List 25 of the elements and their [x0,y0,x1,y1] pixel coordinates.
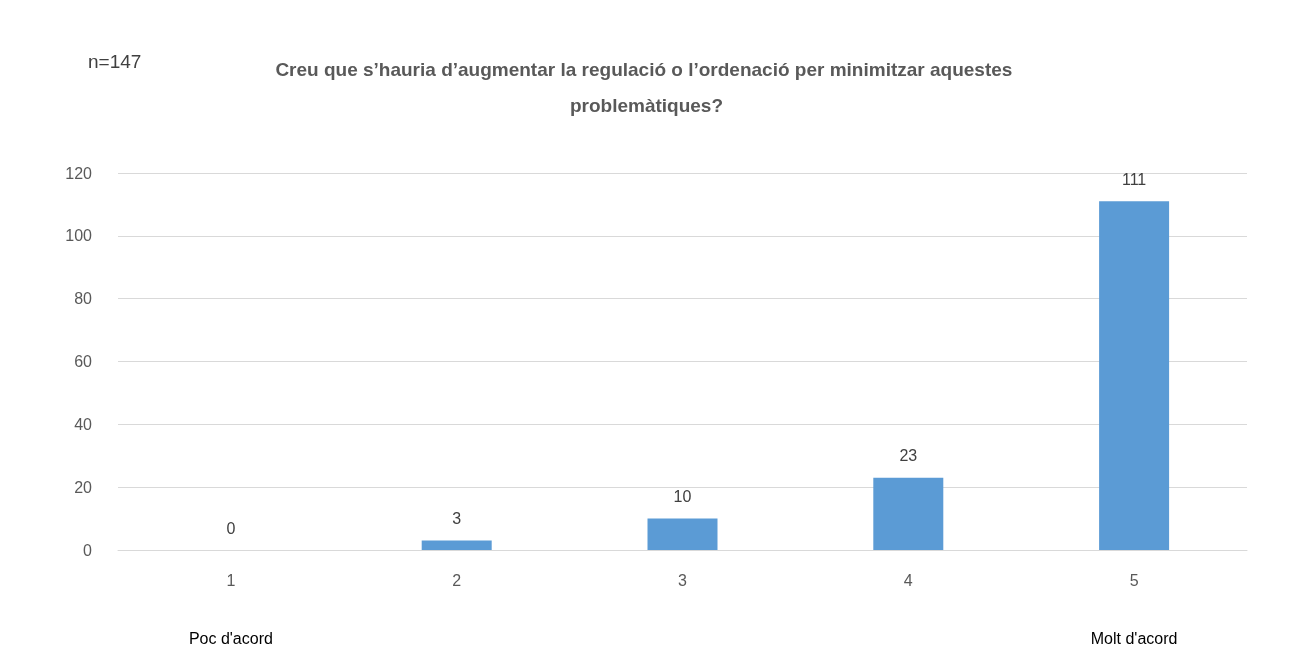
y-tick-label: 100 [65,227,93,245]
x-tick-label: 1 [226,571,236,589]
text: Molt d'acord [1090,629,1178,647]
bar [647,518,718,550]
x-tick-label: 2 [452,571,462,589]
x-tick-label: 4 [903,571,913,589]
chart-subtitle: n=147 [88,51,142,72]
data-label: 111 [1121,170,1147,188]
y-tick-label: 80 [74,290,93,308]
data-label: 3 [452,510,462,528]
text: Poc d'acord [188,629,273,647]
y-tick-label: 40 [74,415,93,433]
y-tick-label: 20 [74,478,93,496]
y-tick-label: 60 [74,353,93,370]
chart-title: Creu que s’hauria d’augmentar la regulació o l’ordenació per minimitzar aquestes problemàtiques? [275,58,1018,116]
bar [1099,201,1170,550]
x-tick-label: 3 [678,571,688,589]
x-tick-label: 5 [1129,571,1139,589]
y-tick-label: 0 [83,541,93,559]
bar [421,540,492,550]
data-label: 0 [226,519,236,537]
bar [873,477,944,550]
data-label: 10 [673,488,692,506]
y-tick-label: 120 [65,164,93,182]
data-label: 23 [899,447,918,465]
